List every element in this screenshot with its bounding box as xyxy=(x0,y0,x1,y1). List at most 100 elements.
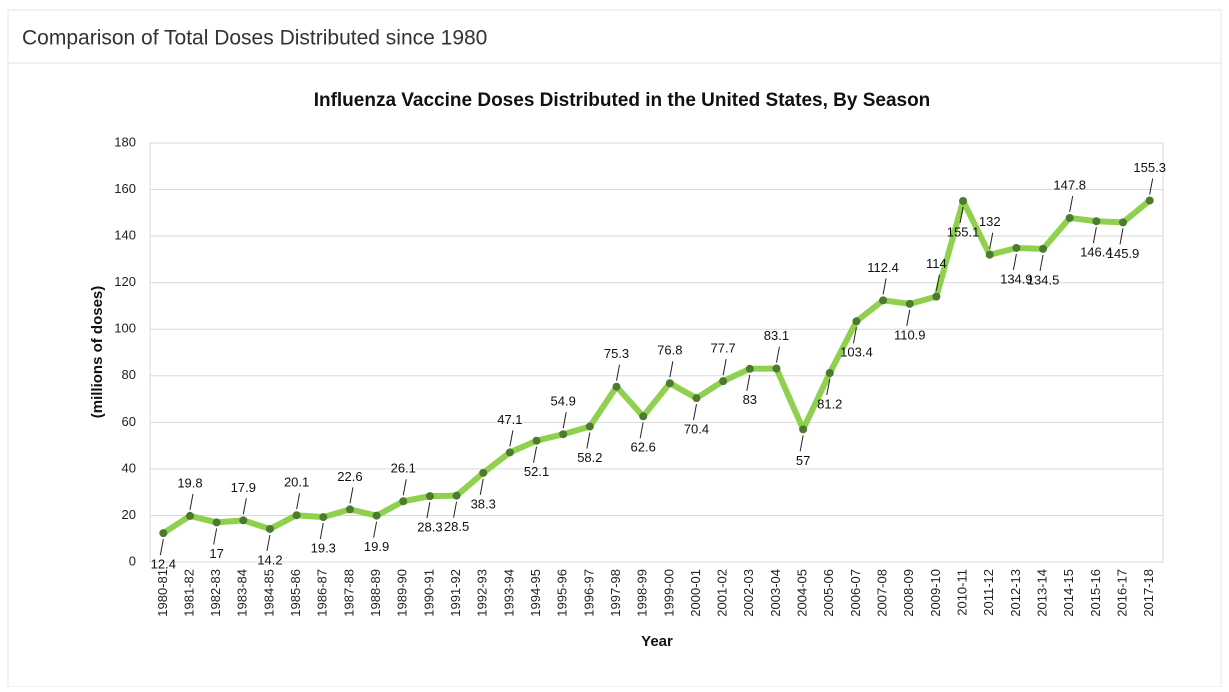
x-tick-label: 2004-05 xyxy=(795,569,810,617)
data-label: 132 xyxy=(979,214,1001,229)
x-tick-label: 2010-11 xyxy=(955,569,970,616)
data-label: 28.3 xyxy=(417,520,442,535)
chart-title: Influenza Vaccine Doses Distributed in t… xyxy=(314,90,931,111)
x-tick-label: 1997-98 xyxy=(608,569,623,617)
data-label: 26.1 xyxy=(391,461,416,476)
x-axis-label: Year xyxy=(641,633,673,650)
leader-line xyxy=(266,534,271,552)
data-label: 17.9 xyxy=(231,480,256,495)
data-label: 19.9 xyxy=(364,539,389,554)
leader-line xyxy=(479,478,484,495)
data-point xyxy=(239,516,248,525)
x-tick-label: 1981-82 xyxy=(181,569,196,617)
data-point xyxy=(532,436,541,445)
panel-title: Comparison of Total Doses Distributed si… xyxy=(22,27,487,50)
data-point xyxy=(1065,213,1074,222)
data-label: 147.8 xyxy=(1053,177,1086,192)
data-label: 47.1 xyxy=(497,412,522,427)
data-label: 81.2 xyxy=(817,396,842,411)
leader-line xyxy=(1039,254,1044,272)
data-point xyxy=(372,511,381,520)
x-tick-label: 1989-90 xyxy=(395,569,410,617)
data-point xyxy=(292,511,301,520)
x-tick-label: 2003-04 xyxy=(768,569,783,617)
y-tick-label: 40 xyxy=(122,460,136,475)
data-label: 70.4 xyxy=(684,422,709,437)
data-label: 146.4 xyxy=(1080,245,1113,260)
leader-line xyxy=(1092,227,1097,244)
x-tick-label: 2011-12 xyxy=(981,569,996,616)
leader-line xyxy=(562,412,567,429)
data-line xyxy=(160,197,1153,537)
x-tick-label: 2001-02 xyxy=(715,569,730,617)
leader-line xyxy=(213,528,218,545)
data-point xyxy=(1145,196,1154,205)
leader-line xyxy=(775,346,780,363)
leader-line xyxy=(242,498,247,515)
leader-line xyxy=(1149,178,1154,195)
x-tick-label: 2013-14 xyxy=(1034,569,1049,617)
leader-line xyxy=(509,430,514,447)
data-label: 110.9 xyxy=(894,327,926,342)
y-axis-label: (millions of doses) xyxy=(89,286,106,419)
data-label: 75.3 xyxy=(604,346,629,361)
leader-line xyxy=(189,493,194,511)
leader-line xyxy=(882,278,887,295)
data-point xyxy=(1119,218,1128,227)
data-point xyxy=(825,368,834,377)
y-tick-label: 140 xyxy=(114,228,136,243)
data-label: 52.1 xyxy=(524,464,549,479)
x-tick-label: 1995-96 xyxy=(555,569,570,617)
leader-line xyxy=(1119,228,1124,245)
data-label: 38.3 xyxy=(471,496,496,511)
data-point xyxy=(745,364,754,373)
data-point xyxy=(479,468,488,477)
y-tick-label: 0 xyxy=(129,553,136,568)
data-point xyxy=(905,299,914,308)
data-label: 77.7 xyxy=(710,341,735,356)
leader-line xyxy=(722,359,727,376)
leader-line xyxy=(746,374,751,391)
data-point xyxy=(505,448,514,457)
data-label: 112.4 xyxy=(867,260,899,275)
data-point xyxy=(585,422,594,431)
data-point xyxy=(1092,217,1101,226)
x-tick-label: 1999-00 xyxy=(661,569,676,617)
data-label: 17 xyxy=(209,546,223,561)
data-point xyxy=(959,196,968,205)
data-point xyxy=(399,497,408,506)
leader-line xyxy=(852,327,857,344)
y-tick-label: 100 xyxy=(114,321,136,336)
x-tick-label: 1994-95 xyxy=(528,569,543,617)
data-label: 145.9 xyxy=(1107,246,1140,261)
data-label: 54.9 xyxy=(551,394,576,409)
data-label: 62.6 xyxy=(631,440,656,455)
leader-line xyxy=(373,521,378,538)
data-label: 83 xyxy=(743,392,757,407)
data-point xyxy=(1039,244,1048,253)
x-tick-label: 2008-09 xyxy=(901,569,916,617)
x-tick-label: 2017-18 xyxy=(1141,569,1156,617)
leader-line xyxy=(426,502,431,519)
leader-line xyxy=(935,274,940,291)
x-tick-label: 2016-17 xyxy=(1114,569,1129,617)
data-label: 22.6 xyxy=(337,469,362,484)
x-tick-label: 1984-85 xyxy=(261,569,276,617)
x-tick-label: 1987-88 xyxy=(341,569,356,617)
x-tick-label: 1986-87 xyxy=(315,569,330,617)
data-point xyxy=(852,317,861,326)
data-point xyxy=(665,379,674,388)
data-label: 83.1 xyxy=(764,328,789,343)
x-tick-label: 1991-92 xyxy=(448,569,463,617)
x-tick-label: 1992-93 xyxy=(475,569,490,617)
data-label: 155.3 xyxy=(1133,160,1166,175)
x-tick-label: 1980-81 xyxy=(155,569,170,617)
data-label: 19.8 xyxy=(177,475,202,490)
leader-line xyxy=(639,422,644,439)
leader-line xyxy=(669,361,674,378)
leader-line xyxy=(319,522,324,540)
x-tick-label: 2006-07 xyxy=(848,569,863,617)
data-point xyxy=(772,364,781,373)
leader-line xyxy=(692,404,697,421)
